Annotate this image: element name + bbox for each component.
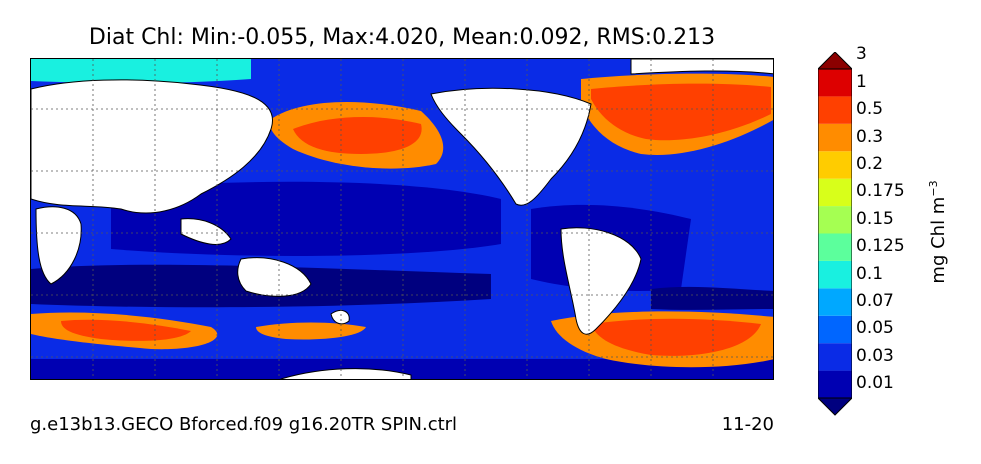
- colorbar-segment: [818, 370, 852, 398]
- arctic-band: [31, 59, 251, 84]
- south-atlantic-core: [591, 318, 761, 356]
- colorbar-tick-label: 0.2: [856, 153, 884, 174]
- colorbar-tick-label: 0.07: [856, 291, 894, 312]
- graticule: [31, 59, 773, 379]
- colorbar-segment: [818, 178, 852, 207]
- colorbar-tick-label: 1: [856, 71, 867, 92]
- atlantic-gyre: [651, 286, 773, 310]
- case-name-label: g.e13b13.GECO Bforced.f09 g16.20TR SPIN.…: [30, 414, 458, 435]
- colorbar-tick-label: 3: [856, 44, 867, 65]
- colorbar-segment: [818, 343, 852, 371]
- land-masses: [31, 59, 773, 379]
- southern-dark-band: [31, 359, 773, 379]
- colorbar-segments: [818, 69, 852, 398]
- north-pacific-core: [293, 117, 422, 154]
- colorbar-tick-label: 0.01: [856, 373, 894, 394]
- southeast-asia-land: [180, 218, 232, 245]
- colorbar-segment: [818, 288, 852, 316]
- colorbar-tick-label: 0.125: [856, 236, 905, 257]
- colorbar-segment: [818, 233, 852, 261]
- south-america-land: [560, 227, 642, 335]
- new-zealand-land: [330, 310, 350, 325]
- colorbar-segment: [818, 96, 852, 124]
- colorbar-segment: [818, 151, 852, 179]
- south-indian-core: [61, 319, 191, 341]
- colorbar-segment: [818, 123, 852, 152]
- antarctica-land: [280, 368, 412, 379]
- tasman-bloom: [256, 322, 366, 340]
- colorbar-tick-label: 0.15: [856, 208, 894, 229]
- plot-title: Diat Chl: Min:-0.055, Max:4.020, Mean:0.…: [88, 25, 716, 50]
- greenland-land: [630, 59, 773, 75]
- north-atlantic-core: [591, 83, 771, 141]
- colorbar-units-label: mg Chl m−3: [927, 180, 949, 283]
- units-exponent: −3: [927, 180, 940, 197]
- colorbar-tick-label: 0.3: [856, 126, 884, 147]
- colorbar-segment: [818, 260, 852, 289]
- africa-land: [35, 206, 82, 285]
- colorbar-segment: [818, 69, 852, 97]
- date-label: 11-20: [721, 414, 774, 435]
- colorbar-tick-label: 0.175: [856, 181, 905, 202]
- colorbar-segment: [818, 206, 852, 234]
- north-america-land: [430, 87, 592, 206]
- colorbar-tick-label: 0.1: [856, 263, 884, 284]
- colorbar-extend-min: [818, 397, 852, 416]
- colorbar-tick-label: 0.5: [856, 99, 884, 120]
- map-canvas: [31, 59, 773, 379]
- colorbar: [818, 52, 852, 416]
- chlorophyll-map: [30, 58, 774, 380]
- colorbar-extend-max: [818, 52, 852, 70]
- colorbar-tick-label: 0.05: [856, 318, 894, 339]
- colorbar-segment: [818, 315, 852, 344]
- units-text: mg Chl m: [928, 196, 949, 284]
- colorbar-tick-label: 0.03: [856, 345, 894, 366]
- colorbar-frame: [818, 68, 852, 399]
- eurasia-land: [31, 79, 273, 214]
